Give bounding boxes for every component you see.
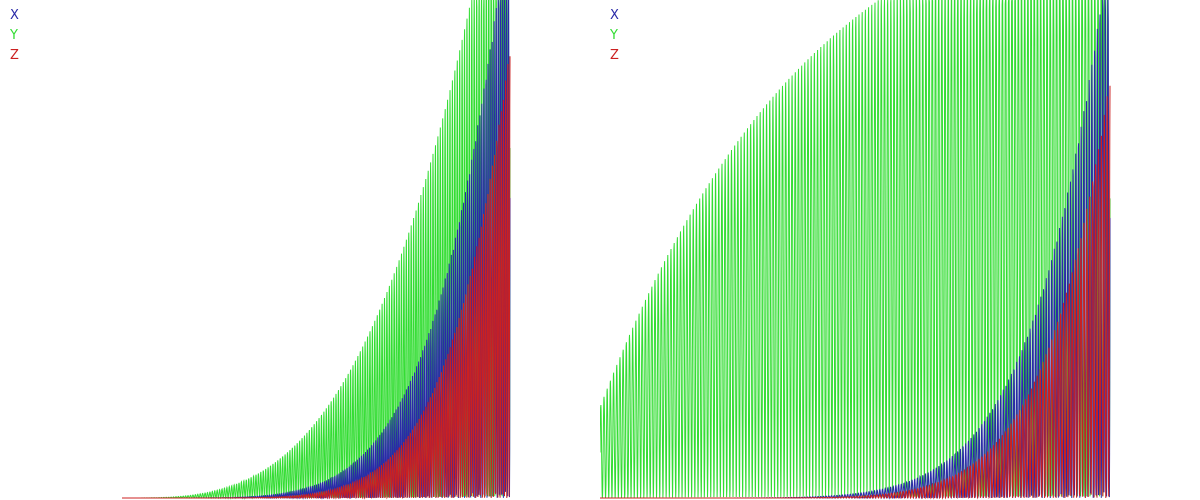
chart-left bbox=[122, 0, 511, 500]
legend-entry-y: Y bbox=[610, 28, 618, 43]
chart-panel-left: X Y Z bbox=[10, 0, 511, 500]
legend: X Y Z bbox=[10, 6, 19, 66]
series-line-y bbox=[600, 0, 1111, 498]
legend-entry-z: Z bbox=[10, 48, 19, 63]
legend-entry-x: X bbox=[10, 8, 19, 23]
series-line-z bbox=[122, 56, 511, 500]
chart-right bbox=[600, 0, 1111, 500]
series-line-z bbox=[600, 85, 1111, 500]
legend-entry-y: Y bbox=[10, 28, 18, 43]
chart-panel-right: X Y Z bbox=[600, 0, 1200, 500]
legend: X Y Z bbox=[610, 6, 619, 66]
legend-entry-z: Z bbox=[610, 48, 619, 63]
legend-entry-x: X bbox=[610, 8, 619, 23]
